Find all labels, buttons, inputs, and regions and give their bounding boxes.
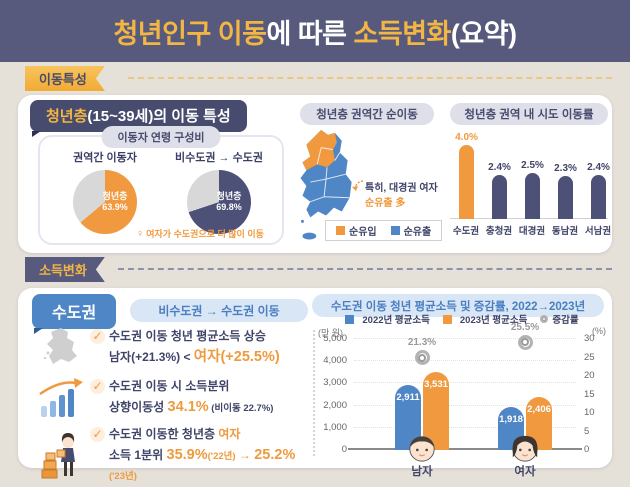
y-axis-unit-left: (만 원)	[318, 328, 344, 338]
rate-ring-icon	[414, 350, 430, 366]
move-rate-bar-chart: 4.0% 2.4% 2.5% 2.3% 2.4% 수도권 충청권 대경권 동남권…	[450, 132, 611, 237]
bar-daegyeong: 2.5%	[521, 160, 544, 219]
title-band: 청년인구 이동에 따른 소득변화(요약)	[0, 0, 630, 62]
income-findings-list: ✓ 수도권 이동 청년 평균소득 상승 남자(+21.3%) < 여자(+25.5…	[32, 326, 308, 487]
income-bar-chart: 2022년 평균소득 2023년 평균소득 증감률 (만 원) (%) 5,00…	[318, 312, 606, 478]
flow-pill: 비수도권 → 수도권 이동	[130, 299, 308, 322]
pie-chart-to-capital: 청년층 69.8%	[187, 170, 251, 234]
age-box-note: ♀ 여자가 수도권으로 더 많이 이동	[136, 228, 264, 240]
age-composition-box: 이동자 연령 구성비 권역간 이동자 청년층 63.9% 비수도권 → 수도권 청…	[38, 126, 284, 245]
section-movement-ribbon: 이동특성	[25, 66, 105, 91]
rate-marker-female: 25.5%	[503, 322, 547, 350]
map-panel-title: 청년층 권역간 순이동	[300, 103, 434, 125]
legend-2023-swatch-icon	[442, 314, 452, 324]
badge-fold	[34, 328, 43, 334]
woman-with-boxes-icon	[41, 432, 75, 479]
legend-2022-swatch-icon	[345, 314, 355, 324]
rate-ring-icon	[517, 334, 533, 350]
map-inflow-region	[302, 129, 337, 171]
section-movement-dash-line	[128, 77, 612, 79]
y-axis-unit-right: (%)	[592, 326, 606, 336]
pie-chart-interregional: 청년층 63.9%	[73, 170, 137, 234]
plot-area: 5,000 4,000 3,000 2,000 1,000 0 30 25 20…	[323, 321, 595, 478]
chart-legend: 2022년 평균소득 2023년 평균소득 증감률	[318, 312, 606, 326]
female-face-icon	[512, 435, 538, 462]
legend-rate-marker-icon	[540, 315, 549, 323]
movement-card: 청년층(15~39세)의 이동 특성 이동자 연령 구성비 권역간 이동자 청년…	[18, 95, 612, 253]
list-item: ✓ 수도권 이동한 청년층 여자 소득 1분위 35.9%('22년) → 25.…	[32, 425, 308, 485]
check-icon: ✓	[90, 426, 105, 442]
list-item: ✓ 수도권 이동 시 소득분위 상향이동성 34.1% (비이동 22.7%)	[32, 377, 308, 418]
outflow-swatch-icon	[390, 226, 400, 235]
baseline	[348, 448, 582, 450]
map-jeju-island	[302, 232, 317, 240]
korea-map	[300, 129, 352, 240]
map-annotation: 특히, 대경권 여자 순유출 多	[365, 183, 438, 209]
bar-sudogwon: 4.0%	[455, 132, 478, 219]
list-item: ✓ 수도권 이동 청년 평균소득 상승 남자(+21.3%) < 여자(+25.5…	[32, 326, 308, 370]
female-symbol-icon: ♀	[136, 228, 145, 240]
pie-group-to-capital: 비수도권 → 수도권 청년층 69.8%	[164, 149, 274, 234]
bar-dongnam: 2.3%	[554, 163, 577, 219]
header-fold	[32, 131, 41, 137]
bar-seonam: 2.4%	[587, 162, 610, 219]
page-title: 청년인구 이동에 따른 소득변화(요약)	[113, 18, 517, 49]
map-legend: 순유입 순유출	[325, 220, 443, 241]
upward-mobility-chart-icon	[39, 377, 83, 417]
inflow-swatch-icon	[336, 226, 345, 235]
rate-marker-male: 21.3%	[400, 337, 444, 366]
check-icon: ✓	[90, 378, 105, 394]
pie-group-interregional: 권역간 이동자 청년층 63.9%	[50, 149, 160, 234]
check-icon: ✓	[90, 329, 105, 345]
vertical-separator	[313, 330, 315, 456]
income-card: 수도권 비수도권 → 수도권 이동 수도권 이동 청년 평균소득 및 증감률, …	[18, 288, 612, 482]
section-income-dash-line	[118, 268, 612, 270]
income-chart-title: 수도권 이동 청년 평균소득 및 증감률, 2022→2023년	[312, 294, 604, 317]
region-badge: 수도권	[32, 294, 117, 334]
age-box-title: 이동자 연령 구성비	[101, 126, 221, 148]
capital-region-map-icon	[43, 328, 77, 364]
rates-panel-title: 청년층 권역 내 시도 이동률	[450, 103, 608, 125]
male-face-icon	[409, 436, 435, 462]
bar-male-2023: 3,531	[423, 371, 449, 450]
section-income-ribbon: 소득변화	[25, 257, 105, 282]
annotation-arrow-icon	[352, 180, 364, 191]
bar-chungcheong: 2.4%	[488, 162, 511, 219]
